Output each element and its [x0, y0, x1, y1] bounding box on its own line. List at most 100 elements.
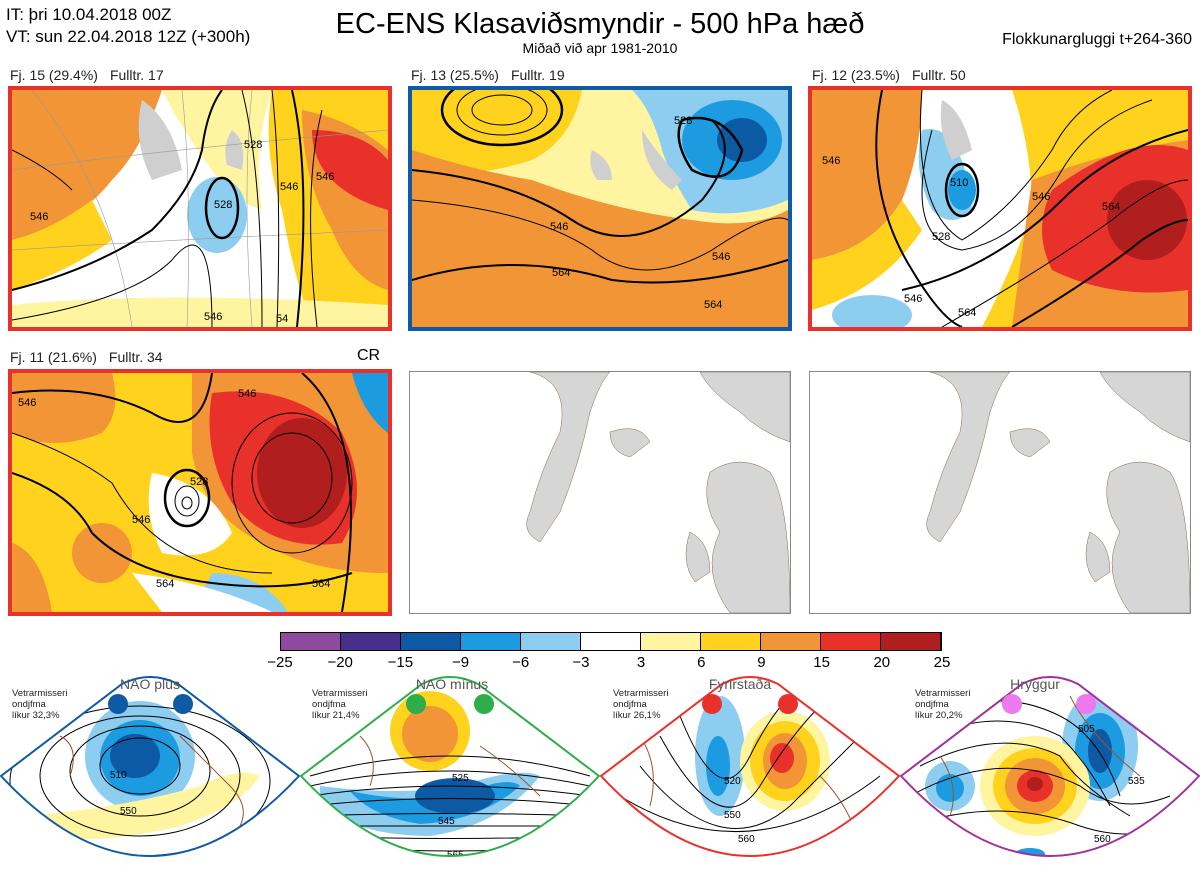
contour-label: 535 [1128, 776, 1145, 787]
contour-label: 546 [280, 181, 298, 193]
panel-3-fj: Fj. 12 (23.5%) [812, 67, 900, 83]
panel-4-fulltr: Fulltr. 34 [108, 349, 163, 365]
note-line: ondjfma [613, 699, 647, 710]
anomaly-red-east [312, 130, 388, 210]
scandinavia-land [706, 461, 790, 613]
empty-map-1-svg [526, 372, 790, 613]
regime-marker-dot [108, 694, 128, 714]
regime-row: 510 550 525 545 565 [0, 676, 1200, 871]
page-title: EC-ENS Klasaviðsmyndir - 500 hPa hæð [335, 8, 865, 40]
longitude-lines [31, 90, 253, 327]
contour-label: 565 [447, 850, 464, 861]
contour-label: 564 [1102, 201, 1120, 213]
colorbar-tick-label: −15 [387, 654, 414, 671]
contour-labels: 546 510 528 546 546 564 564 [822, 155, 1120, 319]
colorbar-tick-label: −6 [512, 654, 530, 671]
panel-1-label: Fj. 15 (29.4%) Fulltr. 17 [10, 67, 176, 83]
cluster-map-3: 546 510 528 546 546 564 564 [808, 86, 1192, 331]
colorbar-segment [881, 633, 941, 650]
panel-4-label: Fj. 11 (21.6%) Fulltr. 34 [10, 349, 175, 365]
greenland-land [526, 372, 611, 543]
panel-3-fulltr: Fulltr. 50 [911, 67, 966, 83]
contour-label: 550 [724, 810, 741, 821]
panel-3-label: Fj. 12 (23.5%) Fulltr. 50 [812, 67, 978, 83]
colorbar-tick-label: 15 [813, 654, 830, 671]
colorbar [280, 632, 942, 651]
contour-label: 505 [1078, 724, 1095, 735]
empty-map-2 [809, 371, 1191, 614]
regime-note-blocking: Vetrarmisseri ondjfma líkur 26,1% [613, 688, 668, 721]
regime-note-nao-plus: Vetrarmisseri ondjfma líkur 32,3% [12, 688, 67, 721]
contour-label: 560 [1094, 834, 1111, 845]
cluster-map-3-svg: 546 510 528 546 546 564 564 [812, 90, 1188, 327]
colorbar-segment [821, 633, 881, 650]
contour-label: 546 [550, 221, 568, 233]
anomaly-blue [187, 177, 247, 253]
regime-note-nao-minus: Vetrarmisseri ondjfma líkur 21,4% [312, 688, 367, 721]
colorbar-labels: −25 −20 −15 −9 −6 −3 3 6 9 15 20 25 [267, 654, 950, 674]
note-line: líkur 20,2% [915, 710, 963, 721]
contour-label: 528 [244, 139, 262, 151]
valid-time: VT: sun 22.04.2018 12Z (+300h) [6, 27, 251, 46]
regime-marker-dot [778, 694, 798, 714]
note-line: ondjfma [312, 699, 346, 710]
contour-labels: 546 546 528 546 564 564 [18, 388, 330, 590]
contour-label: 546 [712, 251, 730, 263]
contour-label: 528 [932, 231, 950, 243]
height-contours [412, 90, 788, 284]
regime-title-nao-minus: NAO mínus [415, 676, 489, 692]
colorbar-tick-label: 20 [873, 654, 891, 671]
regime-marker-dot [1076, 694, 1096, 714]
note-line: líkur 32,3% [12, 710, 60, 721]
regime-marker-dot [474, 694, 494, 714]
contour-label: 545 [438, 816, 455, 827]
contour-label: 546 [30, 211, 48, 223]
anomaly-blue [948, 170, 976, 210]
contour-label: 510 [110, 770, 127, 781]
regime-marker-dot [173, 694, 193, 714]
contour-label: 546 [1032, 191, 1050, 203]
contour-label: 564 [312, 578, 330, 590]
colorbar-segment [521, 633, 581, 650]
empty-map-1 [409, 371, 791, 614]
contour-label: 550 [120, 806, 137, 817]
contour-label: 564 [958, 307, 976, 319]
svalbard-land [699, 372, 790, 443]
anomaly-orange [812, 90, 922, 260]
panel-4-fj: Fj. 11 (21.6%) [10, 349, 97, 365]
cluster-map-4-svg: 546 546 528 546 564 564 [12, 373, 388, 612]
regime-title-ridge: Hryggur [1010, 676, 1060, 692]
contour-label: 564 [156, 578, 174, 590]
cr-label: CR [357, 347, 381, 364]
land-mask [590, 150, 612, 180]
anomaly-dark-red [1107, 180, 1187, 260]
anomaly-light-yellow [162, 90, 272, 210]
contour-label: 528 [214, 199, 232, 211]
anomaly-orange [12, 90, 162, 240]
contour-label: 546 [132, 514, 150, 526]
contour-label: 564 [704, 299, 722, 311]
anomaly-neutral-south [132, 573, 272, 612]
contour-labels: 546 546 528 528 546 546 54 [30, 139, 334, 325]
height-contours [12, 90, 323, 327]
note-line: líkur 21,4% [312, 710, 360, 721]
contour-label: 546 [904, 293, 922, 305]
land-mask [642, 130, 682, 190]
colorbar-segment [701, 633, 761, 650]
contour-label: 54 [276, 313, 288, 325]
cluster-map-2: 528 546 564 546 564 [408, 86, 792, 331]
anomaly-yellow [12, 200, 112, 290]
colorbar-tick-label: 25 [933, 654, 951, 671]
anomaly-dark-red [257, 418, 347, 528]
land-mask [940, 100, 972, 160]
contour-label: 546 [822, 155, 840, 167]
colorbar-segment [401, 633, 461, 650]
contour-label: 564 [552, 267, 570, 279]
anomaly-yellow [412, 90, 582, 174]
note-line: Vetrarmisseri [613, 688, 669, 699]
regime-svg: 510 550 525 545 565 [0, 676, 1200, 861]
regime-title-nao-plus: NAO plús [120, 676, 180, 692]
anomaly-south [12, 297, 388, 327]
note-line: Vetrarmisseri [12, 688, 68, 699]
height-contours [12, 373, 353, 612]
